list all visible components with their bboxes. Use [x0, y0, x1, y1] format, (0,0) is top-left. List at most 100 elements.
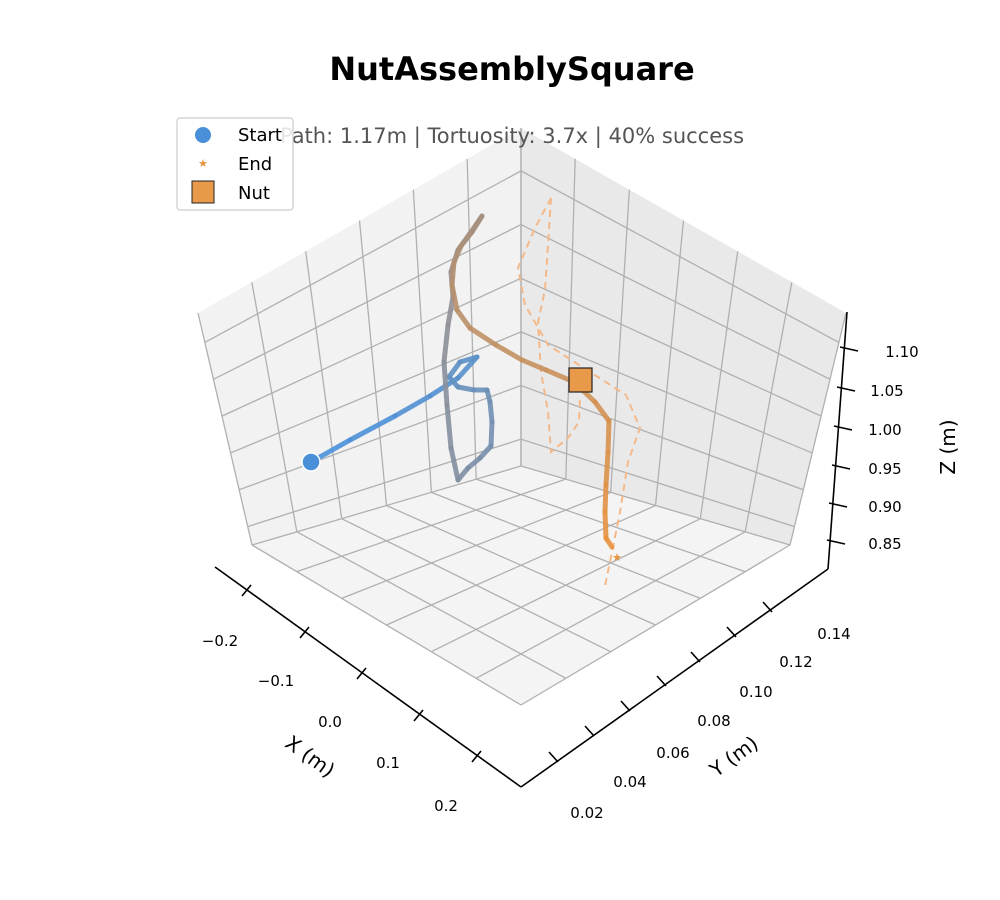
trajectory-segment	[467, 325, 499, 348]
trajectory-segment	[602, 509, 609, 541]
y-tick-label: 0.04	[613, 773, 646, 791]
y-tick-mark	[656, 675, 667, 687]
y-tick-mark	[620, 700, 631, 712]
trajectory-segment	[448, 445, 461, 483]
trajectory-segment	[446, 359, 463, 380]
y-tick-label: 0.02	[570, 804, 603, 822]
trajectory-segment	[603, 535, 615, 550]
wall-grid-line	[204, 170, 840, 344]
x-tick-mark	[413, 709, 424, 722]
wall-grid-line	[238, 384, 804, 491]
right-wall-grid-line	[565, 158, 576, 480]
left-wall-grid-line	[251, 282, 298, 532]
x-tick-label: 0.0	[318, 713, 342, 731]
z-tick-label: 0.85	[868, 535, 901, 553]
trajectory-segment	[487, 399, 495, 425]
right-wall-grid-line	[654, 220, 685, 506]
wall-grid-line	[230, 331, 813, 454]
left-wall-grid-line	[412, 189, 432, 493]
z-tick-label: 1.10	[885, 343, 918, 361]
y-tick-label: 0.12	[779, 653, 812, 671]
floor-grid-line	[520, 544, 791, 706]
trajectory-segment	[469, 213, 485, 235]
y-tick-mark	[690, 651, 701, 663]
legend-nut-marker	[191, 180, 215, 204]
legend: Start ★ End Nut	[176, 117, 294, 211]
x-tick-label: 0.2	[434, 797, 458, 815]
trajectory-segment	[519, 357, 549, 373]
z-tick-label: 0.90	[868, 498, 901, 516]
z-tick-mark	[839, 346, 859, 352]
right-wall-grid-line	[610, 189, 630, 493]
y-tick-label: 0.08	[697, 712, 730, 730]
trajectory-segment	[449, 282, 460, 313]
z-tick-label: 1.00	[868, 421, 901, 439]
left-wall-grid-line	[197, 312, 253, 546]
legend-end-marker: ★	[198, 157, 208, 170]
y-tick-label: 0.06	[656, 744, 689, 762]
trajectory-segment	[455, 384, 477, 393]
trajectory-segment	[445, 294, 456, 328]
axis-panes	[198, 128, 846, 705]
legend-start-label: Start	[238, 125, 282, 146]
legend-nut-label: Nut	[238, 183, 270, 204]
z-tick-mark	[833, 425, 853, 431]
x-tick-label: −0.1	[258, 672, 294, 690]
grid-lines	[197, 128, 847, 706]
legend-start-marker	[195, 127, 211, 143]
trajectory-layer: ★	[301, 197, 642, 587]
z-tick-label: 0.95	[868, 460, 901, 478]
left-pane	[198, 128, 521, 545]
x-tick-mark	[471, 750, 482, 763]
right-wall-grid-line	[744, 282, 793, 532]
y-tick-mark	[762, 601, 773, 613]
y-tick-label: 0.10	[739, 683, 772, 701]
x-axis-label: X (m)	[281, 730, 340, 782]
trajectory-segment	[458, 229, 475, 249]
end-marker: ★	[612, 551, 622, 564]
trajectory-segment	[454, 307, 473, 331]
trajectory-segment	[602, 482, 609, 515]
trajectory-segment	[488, 419, 495, 449]
left-wall-grid-line	[305, 251, 343, 519]
chart-subtitle: Path: 1.17m | Tortuosity: 3.7x | 40% suc…	[280, 124, 744, 149]
ghost-trajectory-line	[536, 197, 581, 454]
trajectory-segment	[605, 418, 612, 455]
right-pane	[521, 128, 846, 545]
x-tick-mark	[356, 667, 367, 680]
y-axis-line	[520, 568, 829, 788]
z-tick-mark	[831, 464, 851, 470]
x-axis-line	[214, 566, 522, 788]
y-axis-label: Y (m)	[704, 731, 762, 783]
left-wall-grid-line	[466, 158, 477, 480]
z-tick-mark	[826, 539, 846, 545]
x-tick-label: 0.1	[376, 754, 400, 772]
z-axis-line	[827, 311, 848, 570]
chart-title: NutAssemblySquare	[329, 50, 694, 88]
x-tick-mark	[241, 584, 252, 597]
trajectory-segment	[441, 359, 450, 408]
trajectory-segment	[603, 449, 611, 488]
trajectory-segment	[347, 413, 398, 443]
y-tick-mark	[584, 725, 595, 737]
trajectory-segment	[451, 243, 464, 265]
trajectory-segment	[592, 399, 612, 424]
y-tick-label: 0.14	[817, 625, 850, 643]
left-wall-grid-line	[358, 220, 388, 506]
wall-grid-line	[247, 438, 795, 528]
trajectory-segment	[444, 402, 454, 451]
ghost-trajectory-line	[516, 197, 642, 587]
wall-grid-line	[213, 223, 831, 380]
trajectory-segment	[493, 342, 525, 363]
trajectory-segment	[477, 443, 494, 461]
z-tick-mark	[828, 502, 848, 508]
z-tick-mark	[836, 386, 856, 392]
right-wall-grid-line	[699, 251, 739, 519]
trajectory-segment	[465, 455, 483, 471]
trajectory-segment	[449, 259, 457, 288]
nut-marker	[568, 367, 593, 393]
y-tick-mark	[548, 751, 559, 763]
z-tick-label: 1.05	[870, 382, 903, 400]
y-tick-mark	[726, 626, 737, 638]
